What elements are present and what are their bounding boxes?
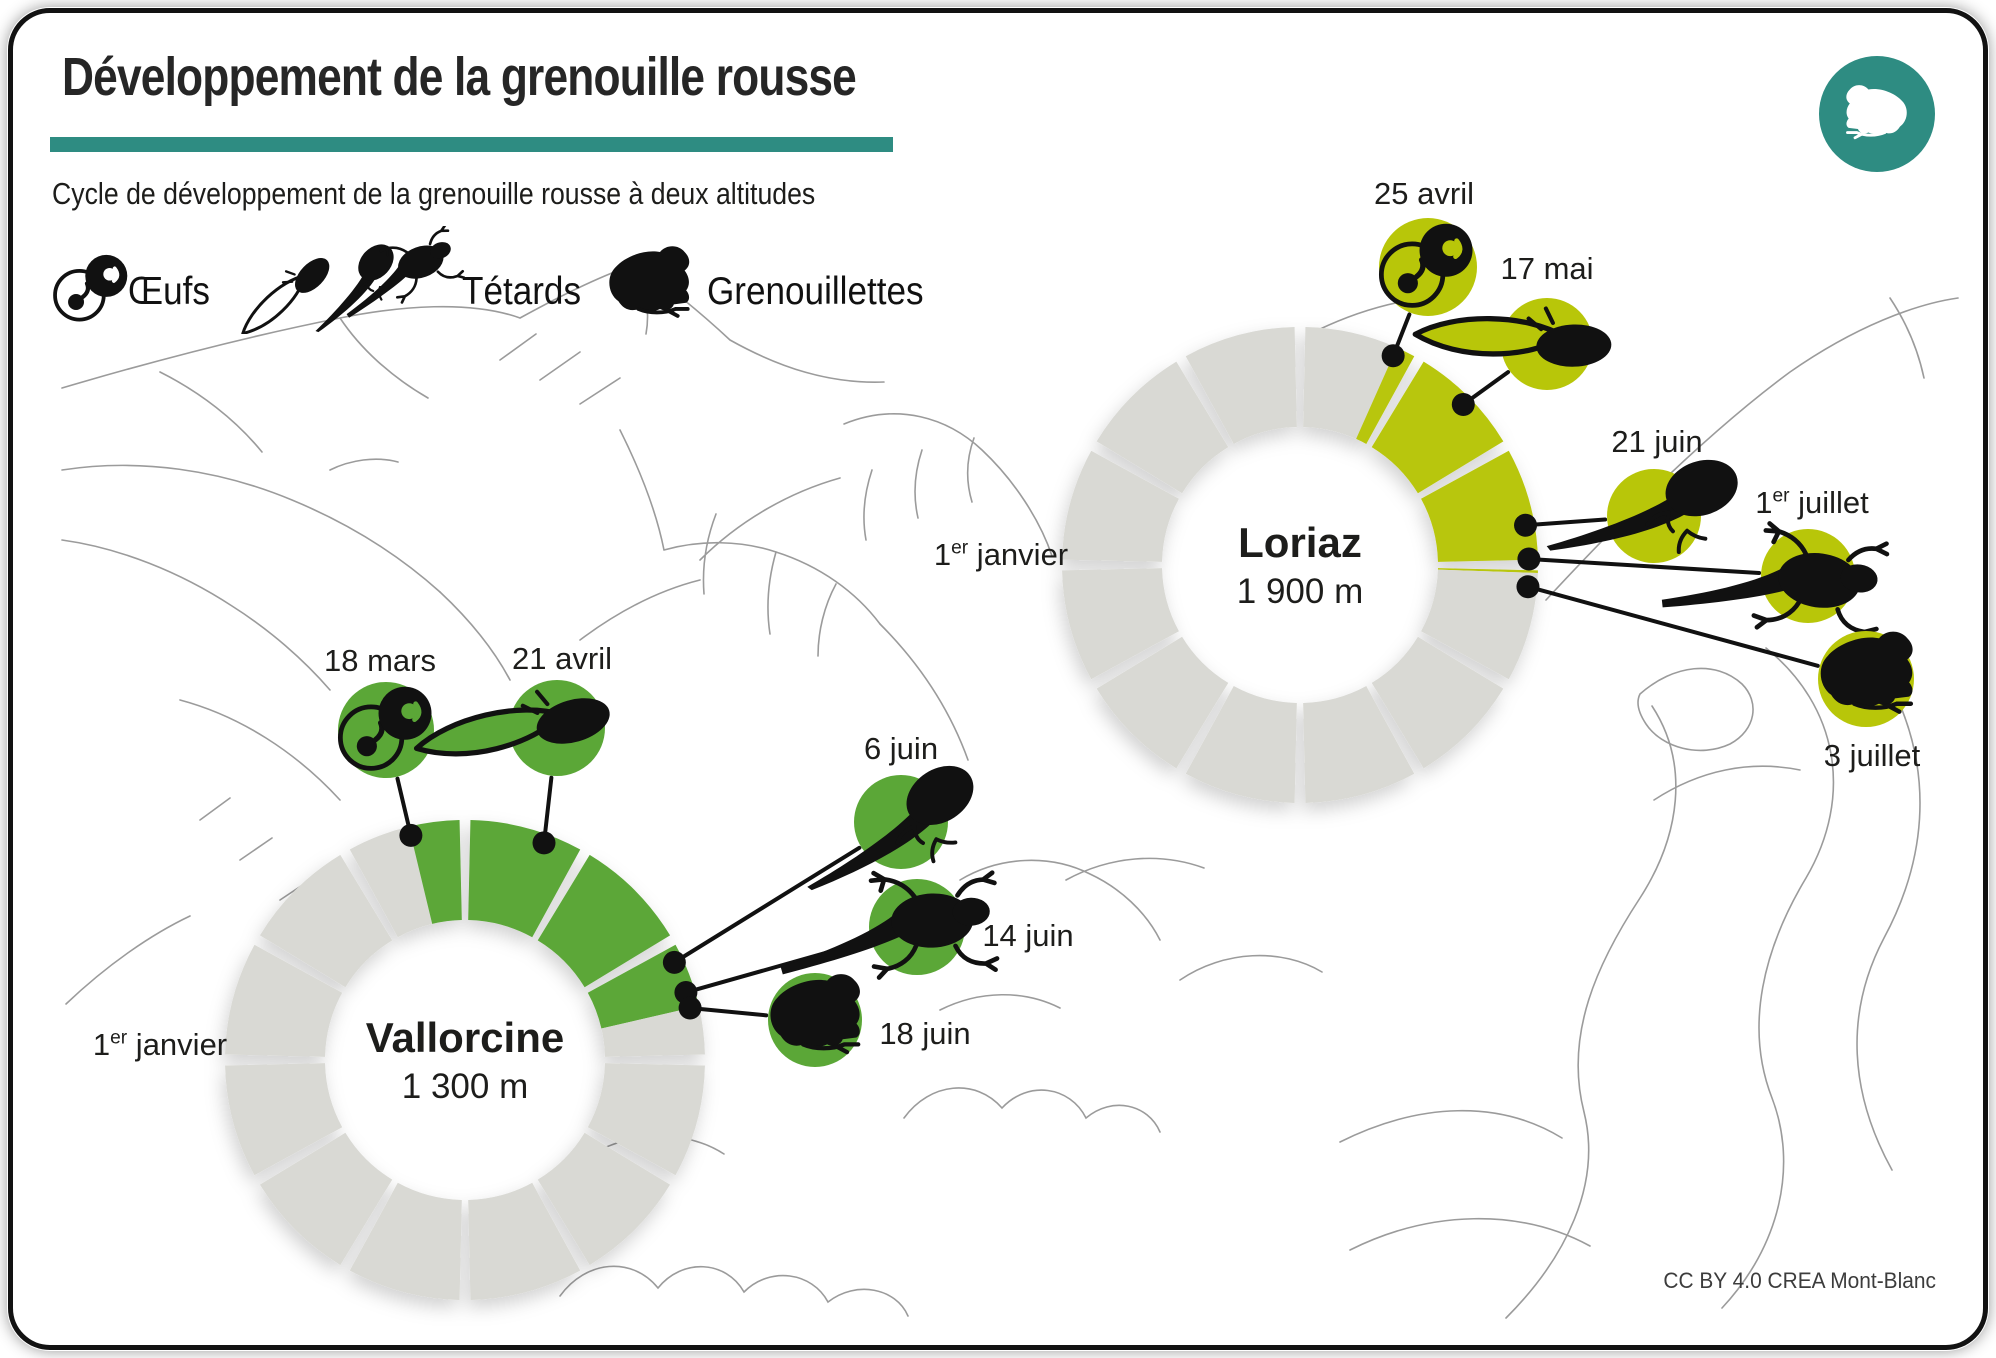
month-segment xyxy=(601,1006,705,1057)
legend-label-froglets: Grenouillettes xyxy=(707,270,924,313)
tadpoles-icon xyxy=(225,226,465,334)
site-altitude: 1 300 m xyxy=(401,1066,529,1106)
month-segment-active xyxy=(537,854,671,988)
eggs-icon xyxy=(50,248,134,324)
month-segment-active xyxy=(408,820,462,924)
month-segment xyxy=(1185,327,1297,444)
event-dot xyxy=(678,996,702,1020)
event-dot xyxy=(1451,392,1475,416)
month-ring xyxy=(1062,327,1538,803)
callout-dots xyxy=(399,823,702,1020)
event-date-label: 6 juin xyxy=(863,731,939,766)
jan1-label: 1er janvier xyxy=(933,537,1069,572)
month-segment-active xyxy=(1356,347,1415,444)
event-dot xyxy=(1517,547,1541,571)
month-segment xyxy=(1421,569,1538,680)
event-line xyxy=(1526,557,1762,576)
month-segment xyxy=(259,1132,393,1266)
event-date-label: 3 juillet xyxy=(1823,738,1921,773)
month-segment xyxy=(468,1182,581,1300)
callout-badges xyxy=(338,680,998,1067)
froglet-icon xyxy=(600,238,700,323)
event-date-label: 18 mars xyxy=(324,643,436,678)
event-date-label: 1er juillet xyxy=(1755,485,1869,520)
site-label: Loriaz 1 900 m xyxy=(1237,517,1363,613)
month-segment xyxy=(1303,686,1415,803)
month-segment xyxy=(1062,568,1179,680)
callout-lines xyxy=(1391,312,1820,668)
legend-label-tadpoles: Tétards xyxy=(462,270,581,313)
site-label: Vallorcine 1 300 m xyxy=(366,1012,564,1108)
event-dot xyxy=(1514,513,1538,537)
event-date-label: 21 juin xyxy=(1611,424,1703,459)
month-segment xyxy=(1303,327,1397,439)
crea-logo xyxy=(1819,56,1935,172)
site-name: Loriaz xyxy=(1238,518,1362,566)
donut-loriaz xyxy=(1062,218,1914,803)
event-date-label: 25 avril xyxy=(1374,176,1474,211)
event-date-label: 21 avril xyxy=(512,641,612,676)
month-segment xyxy=(225,944,343,1057)
month-segment xyxy=(587,1063,705,1176)
event-line xyxy=(688,1006,769,1018)
month-ring xyxy=(225,820,705,1300)
event-date-label: 14 juin xyxy=(982,918,1074,953)
callout-badges xyxy=(1379,218,1914,727)
month-segment xyxy=(1185,686,1297,803)
month-segment-active xyxy=(1421,450,1538,562)
event-dot xyxy=(1516,575,1540,599)
month-segment xyxy=(1062,450,1179,562)
event-dot xyxy=(1381,344,1405,368)
credit: CC BY 4.0 CREA Mont-Blanc xyxy=(1663,1268,1936,1293)
event-line xyxy=(1525,584,1820,668)
event-line xyxy=(1523,517,1608,528)
event-dot xyxy=(399,823,423,847)
site-name: Vallorcine xyxy=(365,1013,565,1061)
event-date-label: 18 juin xyxy=(879,1016,971,1051)
month-segment-active xyxy=(1371,361,1504,494)
callout-dots xyxy=(1381,344,1541,599)
title-underline xyxy=(50,137,893,152)
month-segment xyxy=(349,1182,462,1300)
legend-label-eggs: Œufs xyxy=(128,270,210,313)
subtitle: Cycle de développement de la grenouille … xyxy=(52,176,816,211)
event-dot xyxy=(662,950,686,974)
month-segment xyxy=(349,826,433,938)
site-altitude: 1 900 m xyxy=(1236,571,1364,611)
page-title: Développement de la grenouille rousse xyxy=(62,47,857,107)
jan1-label: 1er janvier xyxy=(92,1027,228,1062)
donut-vallorcine xyxy=(225,680,997,1300)
month-segment xyxy=(1096,361,1229,494)
event-line xyxy=(672,845,862,965)
month-segment xyxy=(1096,636,1229,769)
month-segment xyxy=(1371,636,1504,769)
event-date-label: 17 mai xyxy=(1500,251,1594,286)
month-segment xyxy=(225,1063,343,1176)
event-dot xyxy=(532,831,556,855)
month-segment-active xyxy=(1437,568,1538,574)
month-segment xyxy=(537,1132,671,1266)
month-segment xyxy=(259,854,393,988)
